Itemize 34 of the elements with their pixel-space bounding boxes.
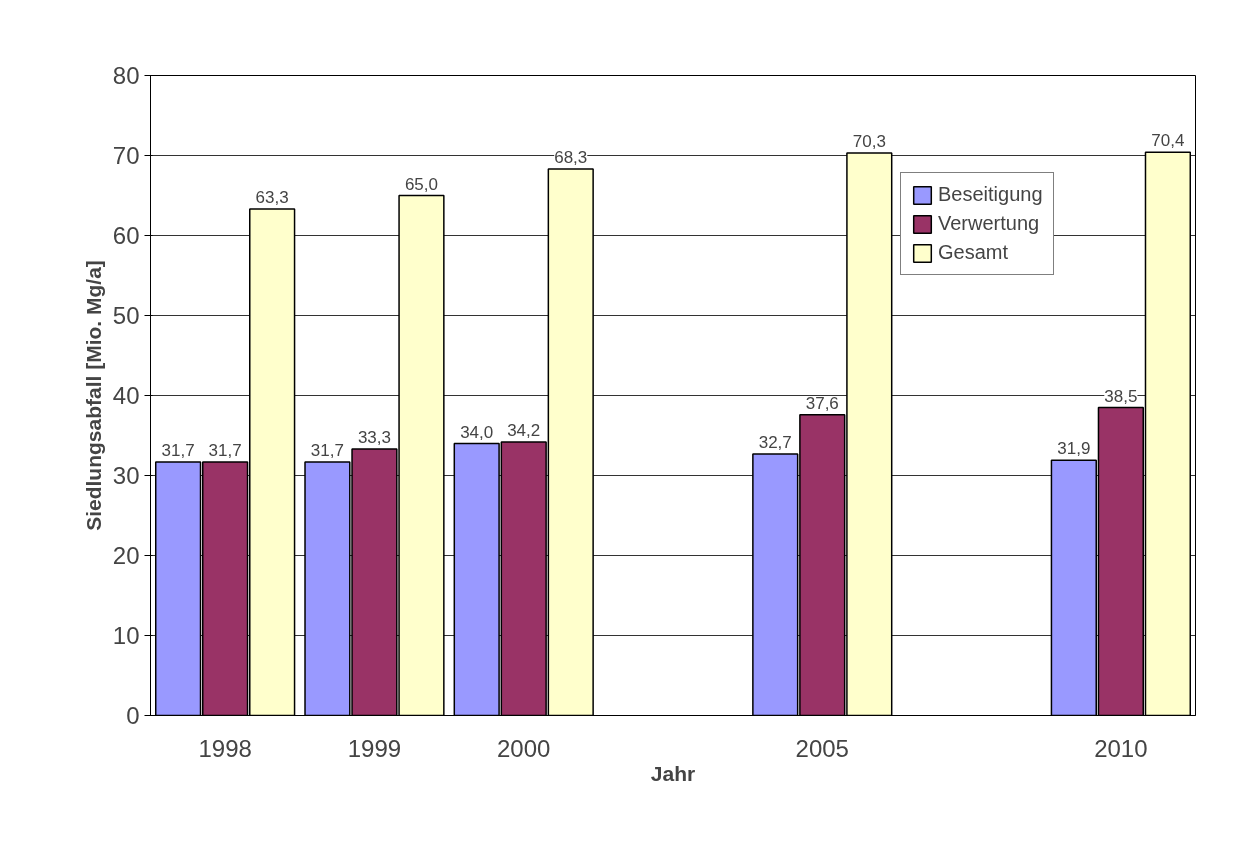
legend-label: Gesamt <box>938 241 1009 264</box>
x-tick-label: 1998 <box>198 734 252 762</box>
data-label: 37,6 <box>805 393 839 413</box>
y-tick-label: 30 <box>112 462 140 489</box>
x-tick-label: 2000 <box>497 734 551 762</box>
data-label: 34,2 <box>507 420 541 440</box>
y-tick-label: 10 <box>112 622 140 649</box>
data-label: 68,3 <box>554 148 588 168</box>
x-tick-label: 2010 <box>1094 734 1148 762</box>
x-axis-title: Jahr <box>650 761 696 785</box>
legend-label: Verwertung <box>938 212 1040 235</box>
data-label: 31,7 <box>208 440 242 460</box>
y-tick-label: 40 <box>112 382 140 409</box>
data-label: 70,4 <box>1151 131 1185 151</box>
data-label: 31,9 <box>1057 439 1091 459</box>
y-tick-label: 80 <box>112 62 140 89</box>
data-label: 32,7 <box>758 432 792 452</box>
x-tick-label: 2005 <box>795 734 849 762</box>
data-label: 70,3 <box>852 132 886 152</box>
y-tick-label: 50 <box>112 302 140 329</box>
data-label: 31,7 <box>161 440 195 460</box>
legend-label: Beseitigung <box>938 183 1043 206</box>
x-tick-label: 1999 <box>347 734 402 762</box>
data-label: 38,5 <box>1104 386 1138 406</box>
y-tick-label: 0 <box>126 702 140 729</box>
data-label: 31,7 <box>310 440 344 460</box>
data-label: 63,3 <box>255 188 289 208</box>
y-tick-label: 60 <box>112 222 140 249</box>
data-label: 33,3 <box>357 428 391 448</box>
y-tick-label: 20 <box>112 542 140 569</box>
y-axis-title: Siedlungsabfall [Mio. Mg/a] <box>81 260 105 531</box>
data-label: 65,0 <box>404 174 438 194</box>
y-tick-label: 70 <box>112 142 140 169</box>
data-label: 34,0 <box>460 422 494 442</box>
